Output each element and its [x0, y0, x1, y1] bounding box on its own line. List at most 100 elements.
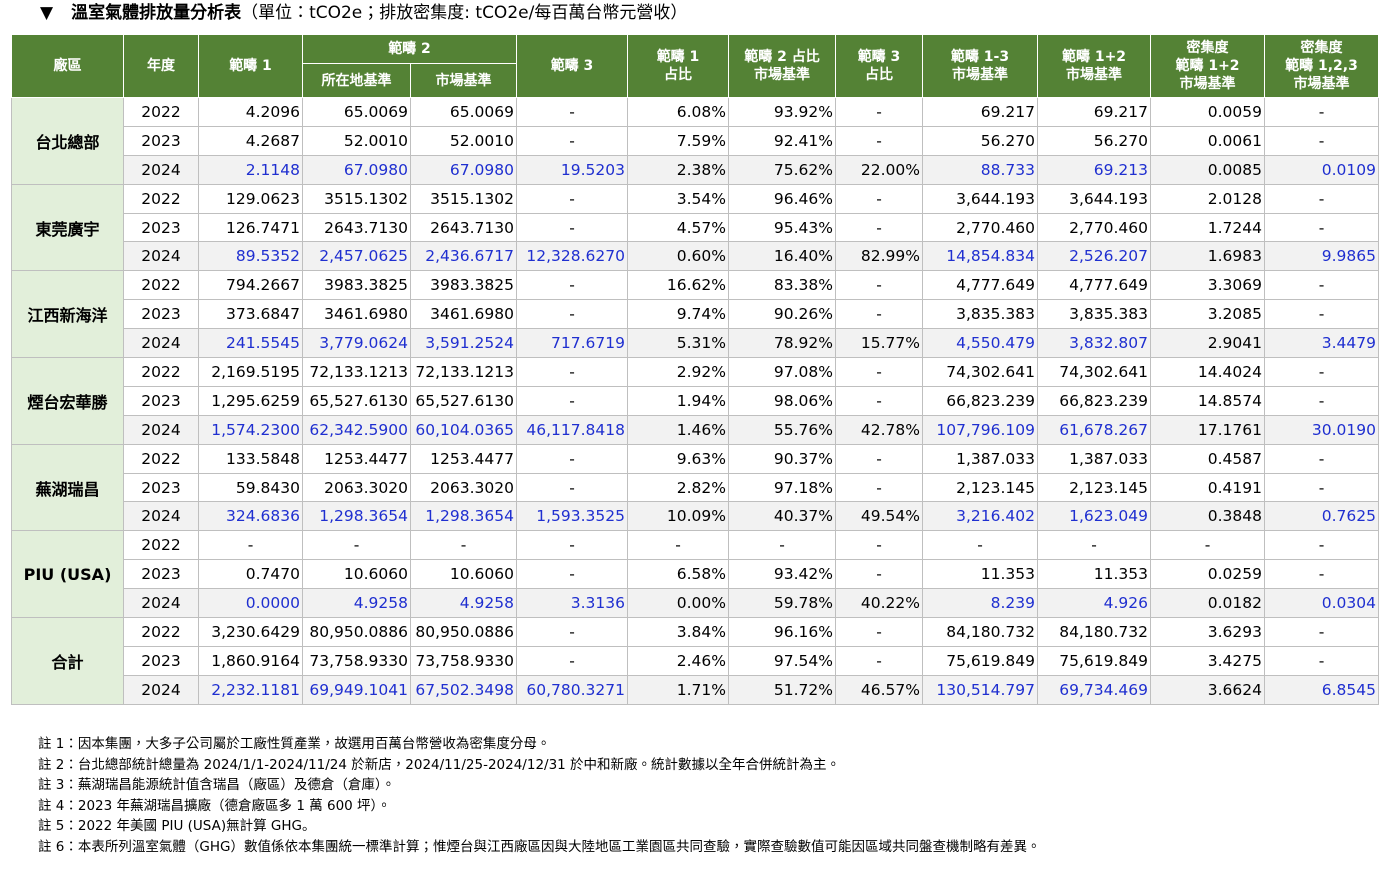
cell-value: -	[922, 530, 1038, 561]
cell-value: 6.8545	[1264, 674, 1379, 705]
cell-value: 2.92%	[627, 357, 729, 387]
cell-value: 9.74%	[627, 299, 729, 330]
year: 2023	[123, 125, 199, 156]
cell-value: 2063.3020	[302, 472, 411, 503]
cell-value: 84,180.732	[1037, 617, 1151, 647]
cell-value: 0.60%	[627, 241, 729, 272]
data-row: 2023 0.7470 10.6060 10.6060-6.58% 93.42% -11.…	[12, 559, 1379, 590]
cell-value: 61,678.267	[1037, 414, 1151, 445]
data-row: 2023 373.6847 3461.6980 3461.6980-9.74% 90.2…	[12, 299, 1379, 330]
cell-value: 2,123.145	[1037, 472, 1151, 503]
cell-value: 10.6060	[302, 559, 411, 590]
cell-value: 3,644.193	[1037, 183, 1151, 214]
cell-value: 95.43%	[728, 212, 836, 243]
cell-value: 3.4275	[1150, 645, 1265, 676]
cell-value: 52.0010	[302, 125, 411, 156]
cell-value: 55.76%	[728, 414, 836, 445]
data-row: 2024 89.5352 2,457.0625 2,436.6717 12,328.62…	[12, 241, 1379, 272]
cell-value: 4,777.649	[922, 270, 1038, 301]
cell-value: -	[516, 645, 628, 676]
site-name: PIU (USA)	[11, 530, 124, 619]
year: 2023	[123, 212, 199, 243]
year: 2024	[123, 328, 199, 359]
cell-value: 0.4587	[1150, 443, 1265, 474]
cell-value: -	[835, 385, 923, 416]
cell-value: 89.5352	[198, 241, 303, 272]
cell-value: 62,342.5900	[302, 414, 411, 445]
cell-value: 65,527.6130	[302, 385, 411, 416]
cell-value: 4.2096	[198, 97, 303, 127]
cell-value: 1.94%	[627, 385, 729, 416]
cell-value: 2,169.5195	[198, 357, 303, 387]
site-name: 合計	[11, 617, 124, 705]
cell-value: 3.4479	[1264, 328, 1379, 359]
cell-value: -	[1264, 125, 1379, 156]
column-header: 密集度 範疇 1+2 市場基準	[1150, 34, 1265, 98]
cell-value: 3.3136	[516, 588, 628, 619]
cell-value: 7.59%	[627, 125, 729, 156]
cell-value: 3515.1302	[410, 183, 517, 214]
cell-value: -	[835, 443, 923, 474]
year: 2022	[123, 270, 199, 301]
cell-value: 19.5203	[516, 154, 628, 185]
cell-value: 6.58%	[627, 559, 729, 590]
cell-value: -	[835, 125, 923, 156]
cell-value: 4.926	[1037, 588, 1151, 619]
cell-value: -	[516, 443, 628, 474]
note: 註 1：因本集團，大多子公司屬於工廠性質產業，故選用百萬台幣營收為密集度分母。	[38, 736, 551, 752]
cell-value: 2,232.1181	[198, 674, 303, 705]
cell-value: 66,823.239	[1037, 385, 1151, 416]
data-row: 2023 59.8430 2063.3020 2063.3020-2.82% 97.18…	[12, 472, 1379, 503]
cell-value: 0.0085	[1150, 154, 1265, 185]
cell-value: 3,230.6429	[198, 617, 303, 647]
cell-value: 14,854.834	[922, 241, 1038, 272]
cell-value: 2.82%	[627, 472, 729, 503]
cell-value: 16.40%	[728, 241, 836, 272]
cell-value: 11.353	[1037, 559, 1151, 590]
site-name: 煙台宏華勝	[11, 357, 124, 445]
data-row: 2023 126.7471 2643.7130 2643.7130-4.57% 95.4…	[12, 212, 1379, 243]
cell-value: -	[516, 270, 628, 301]
cell-value: 2.38%	[627, 154, 729, 185]
cell-value: 40.37%	[728, 501, 836, 532]
title-unit: （單位：tCO2e；排放密集度: tCO2e/每百萬台幣元營收）	[241, 3, 688, 23]
cell-value: 14.4024	[1150, 357, 1265, 387]
cell-value: -	[198, 530, 303, 561]
year: 2024	[123, 588, 199, 619]
cell-value: -	[1264, 530, 1379, 561]
cell-value: 3.84%	[627, 617, 729, 647]
cell-value: -	[835, 559, 923, 590]
cell-value: 4.9258	[410, 588, 517, 619]
cell-value: 0.00%	[627, 588, 729, 619]
cell-value: 4.2687	[198, 125, 303, 156]
cell-value: 3,591.2524	[410, 328, 517, 359]
cell-value: -	[1264, 385, 1379, 416]
cell-value: 69,734.469	[1037, 674, 1151, 705]
cell-value: 17.1761	[1150, 414, 1265, 445]
cell-value: 3,832.807	[1037, 328, 1151, 359]
cell-value: 69.217	[1037, 97, 1151, 127]
cell-value: 40.22%	[835, 588, 923, 619]
cell-value: 74,302.641	[922, 357, 1038, 387]
cell-value: 1,298.3654	[302, 501, 411, 532]
cell-value: -	[835, 617, 923, 647]
cell-value: 2643.7130	[302, 212, 411, 243]
cell-value: -	[516, 357, 628, 387]
cell-value: 2,457.0625	[302, 241, 411, 272]
year: 2023	[123, 385, 199, 416]
cell-value: 241.5545	[198, 328, 303, 359]
cell-value: 49.54%	[835, 501, 923, 532]
note: 註 3：蕪湖瑞昌能源統計值含瑞昌（廠區）及德倉（倉庫）。	[38, 777, 396, 793]
cell-value: 1253.4477	[302, 443, 411, 474]
cell-value: 3.2085	[1150, 299, 1265, 330]
note: 註 5：2022 年美國 PIU (USA)無計算 GHG。	[38, 818, 316, 834]
cell-value: -	[728, 530, 836, 561]
cell-value: 107,796.109	[922, 414, 1038, 445]
cell-value: 1,593.3525	[516, 501, 628, 532]
cell-value: 1.6983	[1150, 241, 1265, 272]
cell-value: 6.08%	[627, 97, 729, 127]
cell-value: 4.9258	[302, 588, 411, 619]
cell-value: 97.54%	[728, 645, 836, 676]
column-header: 範疇 1	[198, 34, 303, 98]
